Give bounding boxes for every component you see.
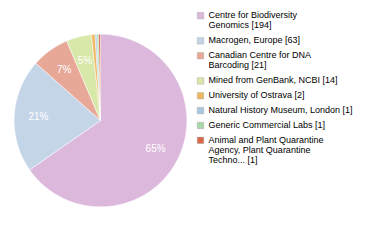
svg-text:5%: 5% xyxy=(78,55,93,66)
svg-text:65%: 65% xyxy=(146,143,166,154)
svg-text:7%: 7% xyxy=(57,64,72,75)
svg-text:University of Ostrava [2]: University of Ostrava [2] xyxy=(209,90,305,100)
svg-text:21%: 21% xyxy=(28,111,48,122)
svg-text:Canadian Centre for DNABarcodi: Canadian Centre for DNABarcoding [21] xyxy=(209,50,312,70)
svg-text:Animal and Plant QuarantineAge: Animal and Plant QuarantineAgency, Plant… xyxy=(209,134,324,165)
svg-text:Centre for BiodiversityGenomic: Centre for BiodiversityGenomics [194] xyxy=(209,10,298,30)
svg-text:Mined from GenBank, NCBI [14]: Mined from GenBank, NCBI [14] xyxy=(209,75,338,85)
svg-text:Natural History Museum, London: Natural History Museum, London [1] xyxy=(209,105,353,115)
svg-text:Generic Commercial Labs [1]: Generic Commercial Labs [1] xyxy=(209,120,326,130)
svg-text:Macrogen, Europe [63]: Macrogen, Europe [63] xyxy=(209,35,301,45)
